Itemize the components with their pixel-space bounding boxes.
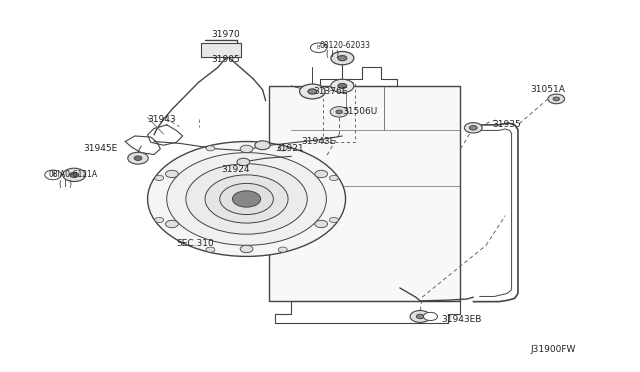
Circle shape xyxy=(240,145,253,153)
Circle shape xyxy=(338,83,347,89)
Text: 31970: 31970 xyxy=(211,29,240,39)
Circle shape xyxy=(206,247,215,252)
Text: 31921: 31921 xyxy=(275,144,304,153)
Circle shape xyxy=(237,158,250,166)
Circle shape xyxy=(232,191,260,207)
Circle shape xyxy=(167,153,326,245)
Circle shape xyxy=(330,175,339,180)
Circle shape xyxy=(148,141,346,256)
Circle shape xyxy=(331,51,354,65)
Circle shape xyxy=(45,170,61,180)
Text: 31943E: 31943E xyxy=(301,137,335,146)
Circle shape xyxy=(310,43,327,52)
Circle shape xyxy=(255,141,270,150)
Text: 31943: 31943 xyxy=(148,115,176,124)
Circle shape xyxy=(315,170,328,178)
Text: 31506U: 31506U xyxy=(342,108,378,116)
Text: 31376E: 31376E xyxy=(314,87,348,96)
Circle shape xyxy=(469,126,477,130)
Circle shape xyxy=(240,245,253,253)
Text: 08120-62033: 08120-62033 xyxy=(320,41,371,50)
Circle shape xyxy=(70,172,79,177)
Circle shape xyxy=(206,146,215,151)
Circle shape xyxy=(424,312,438,321)
Text: J31900FW: J31900FW xyxy=(531,344,576,353)
Circle shape xyxy=(278,247,287,252)
Text: ( I ): ( I ) xyxy=(326,50,339,59)
Text: 31051A: 31051A xyxy=(531,85,566,94)
Circle shape xyxy=(134,156,142,160)
Circle shape xyxy=(548,94,564,104)
Circle shape xyxy=(128,152,148,164)
Circle shape xyxy=(166,220,179,228)
Text: 08IA0-6121A: 08IA0-6121A xyxy=(49,170,98,179)
Text: B: B xyxy=(51,172,55,177)
Text: 31945E: 31945E xyxy=(84,144,118,153)
Circle shape xyxy=(155,175,164,180)
Circle shape xyxy=(465,123,482,133)
Text: 31905: 31905 xyxy=(211,55,240,64)
Circle shape xyxy=(336,110,342,114)
Circle shape xyxy=(338,55,347,61)
Circle shape xyxy=(417,314,424,319)
FancyBboxPatch shape xyxy=(269,86,461,301)
Circle shape xyxy=(300,84,325,99)
Circle shape xyxy=(220,183,273,215)
Circle shape xyxy=(553,97,559,101)
Circle shape xyxy=(410,311,431,323)
Text: SEC.310: SEC.310 xyxy=(176,239,214,248)
Circle shape xyxy=(205,175,288,223)
Circle shape xyxy=(278,146,287,151)
Circle shape xyxy=(186,164,307,234)
Text: 31924: 31924 xyxy=(221,165,250,174)
Circle shape xyxy=(330,107,348,117)
Circle shape xyxy=(166,170,179,178)
Text: 31935: 31935 xyxy=(492,121,521,129)
Circle shape xyxy=(308,89,317,94)
Circle shape xyxy=(155,217,164,222)
Circle shape xyxy=(330,217,339,222)
Text: B: B xyxy=(317,45,321,50)
FancyBboxPatch shape xyxy=(200,42,241,57)
Circle shape xyxy=(331,79,354,93)
Text: ( I ): ( I ) xyxy=(60,180,72,189)
Text: 31943EB: 31943EB xyxy=(442,315,482,324)
Circle shape xyxy=(63,168,86,182)
Circle shape xyxy=(315,220,328,228)
